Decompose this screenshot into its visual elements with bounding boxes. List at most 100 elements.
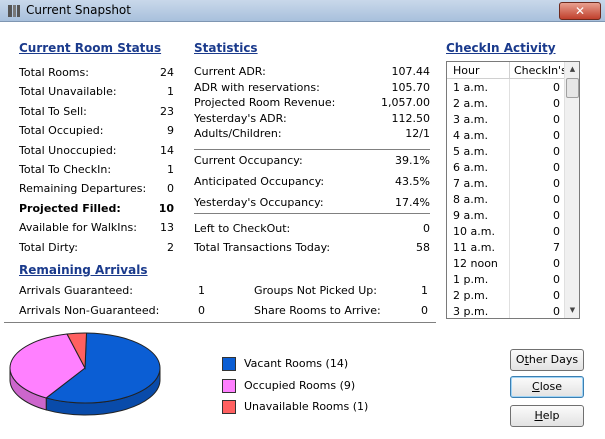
legend-swatch [222,400,236,414]
hour-column-header[interactable]: Hour [453,64,480,77]
stat-value: 2 [167,240,174,254]
arrivals-divider [4,322,436,324]
stat-row: Projected Room Revenue: 1,057.00 [194,95,430,111]
checkin-list-item[interactable]: 8 a.m. 0 [447,192,564,208]
checkin-list-item[interactable]: 6 a.m. 0 [447,160,564,176]
stat-value: 0 [421,304,428,317]
checkin-list-item[interactable]: 10 a.m. 0 [447,224,564,240]
checkin-hour: 6 a.m. [453,161,488,174]
legend-label: Unavailable Rooms (1) [244,400,369,413]
checkin-heading: CheckIn Activity [446,41,556,55]
stat-row: Total Occupied: 9 [19,123,174,139]
checkin-hour: 12 noon [453,257,498,270]
stat-row: Total Unoccupied: 14 [19,143,174,159]
window-close-button[interactable]: ✕ [559,2,601,20]
checkin-list-item[interactable]: 2 p.m. 0 [447,288,564,304]
checkin-count: 0 [553,161,560,174]
checkins-column-header[interactable]: CheckIn's [509,62,567,79]
room-status-heading: Current Room Status [19,41,162,55]
checkin-count: 0 [553,97,560,110]
checkin-list-item[interactable]: 12 noon 0 [447,256,564,272]
close-button[interactable]: Close [510,376,584,398]
checkin-count: 0 [553,113,560,126]
stat-value: 10 [158,201,174,215]
stat-row: Available for WalkIns: 13 [19,220,174,236]
arrivals-heading: Remaining Arrivals [19,263,148,277]
checkin-list-item[interactable]: 11 a.m. 7 [447,240,564,256]
checkin-count: 0 [553,193,560,206]
stat-row: Adults/Children: 12/1 [194,126,430,142]
stat-row: Yesterday's Occupancy: 17.4% [194,195,430,211]
app-icon [8,5,20,17]
checkin-hour: 9 a.m. [453,209,488,222]
other-days-button[interactable]: Other Days [510,349,584,371]
window-title: Current Snapshot [26,3,131,17]
stat-label: Groups Not Picked Up: [254,284,377,297]
stat-value: 1 [167,163,174,176]
stat-row: Arrivals Guaranteed: 1 [19,283,205,299]
checkin-list-header: Hour CheckIn's [447,62,567,79]
stat-row: Remaining Departures: 0 [19,181,174,197]
checkin-list-item[interactable]: 3 a.m. 0 [447,112,564,128]
checkin-scrollbar[interactable]: ▲ ▼ [564,62,579,318]
stat-value: 9 [167,124,174,138]
checkin-list-item[interactable]: 5 a.m. 0 [447,144,564,160]
stat-value: 39.1% [395,154,430,167]
scroll-up-arrow-icon[interactable]: ▲ [569,65,576,73]
stat-row: Projected Filled: 10 [19,201,174,217]
scroll-thumb[interactable] [566,78,579,98]
stat-row: Total Unavailable: 1 [19,84,174,100]
checkin-list-item[interactable]: 2 a.m. 0 [447,96,564,112]
statistics-divider [194,149,430,151]
stat-label: Arrivals Non-Guaranteed: [19,304,160,317]
stat-label: Yesterday's Occupancy: [194,196,324,209]
checkin-count: 0 [553,289,560,302]
checkin-count: 0 [553,305,560,318]
stat-label: Arrivals Guaranteed: [19,284,133,297]
checkin-list[interactable]: Hour CheckIn's 1 a.m. 0 2 a.m. 0 3 a.m. 0 4 a.… [446,61,580,319]
stat-value: 0 [423,222,430,235]
stat-label: Projected Room Revenue: [194,96,336,110]
checkin-count: 0 [553,177,560,190]
stat-row: Left to CheckOut: 0 [194,221,430,237]
checkin-list-item[interactable]: 4 a.m. 0 [447,128,564,144]
scroll-down-arrow-icon[interactable]: ▼ [569,306,576,314]
help-button[interactable]: Help [510,405,584,427]
stat-row: ADR with reservations: 105.70 [194,80,430,96]
stat-label: Available for WalkIns: [19,221,137,235]
checkin-hour: 1 a.m. [453,81,488,94]
checkin-hour: 11 a.m. [453,241,495,254]
stat-row: Yesterday's ADR: 112.50 [194,111,430,127]
legend-label: Vacant Rooms (14) [244,357,349,370]
checkin-list-item[interactable]: 7 a.m. 0 [447,176,564,192]
stat-label: Yesterday's ADR: [194,111,287,125]
stat-row: Current ADR: 107.44 [194,64,430,80]
stat-value: 1,057.00 [381,96,430,110]
stat-value: 1 [198,284,205,297]
stat-label: Anticipated Occupancy: [194,175,325,188]
stat-label: Total Unavailable: [19,85,117,99]
checkin-count: 7 [553,241,560,254]
checkin-hour: 10 a.m. [453,225,495,238]
checkin-count: 0 [553,273,560,286]
checkin-list-item[interactable]: 9 a.m. 0 [447,208,564,224]
stat-value: 23 [160,104,174,118]
stat-value: 12/1 [405,127,430,141]
title-bar: Current Snapshot ✕ [0,0,605,22]
stat-value: 24 [160,66,174,79]
checkin-count: 0 [553,145,560,158]
stat-value: 0 [167,182,174,196]
stat-label: Total Dirty: [19,240,78,254]
snapshot-panel: Current Room Status Total Rooms: 24 Total … [0,22,605,439]
stat-row: Total Transactions Today: 58 [194,240,430,256]
stat-label: Left to CheckOut: [194,222,291,235]
column-separator [509,79,510,318]
stat-value: 58 [416,241,430,254]
pie-slice [45,332,161,404]
checkin-list-item[interactable]: 3 p.m. 0 [447,304,564,318]
checkin-list-item[interactable]: 1 p.m. 0 [447,272,564,288]
stat-value: 17.4% [395,196,430,209]
checkin-count: 0 [553,209,560,222]
checkin-list-item[interactable]: 1 a.m. 0 [447,80,564,96]
checkin-count: 0 [553,129,560,142]
